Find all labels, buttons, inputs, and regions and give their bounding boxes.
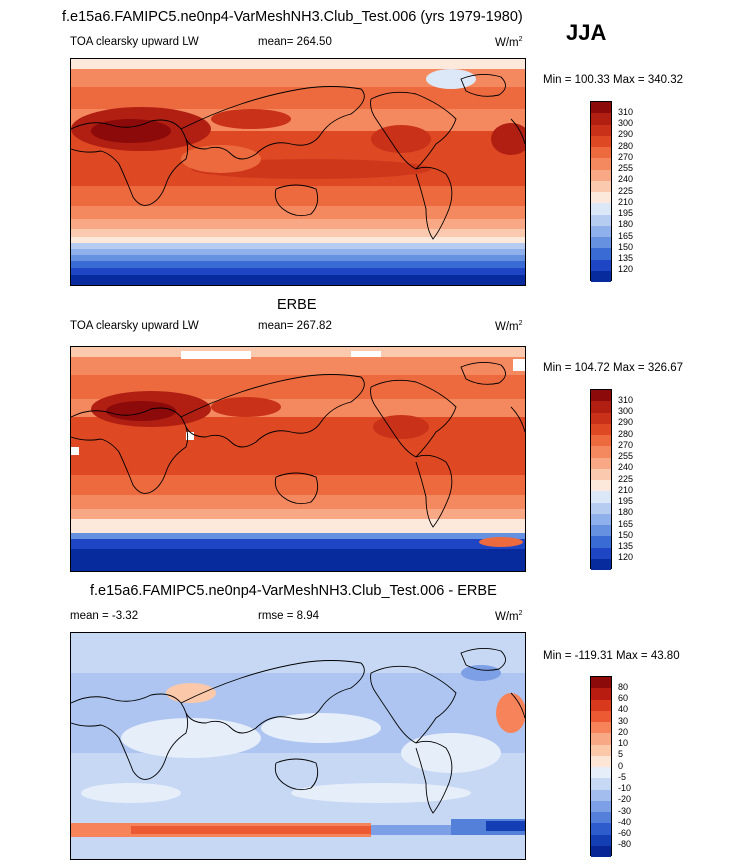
panel3-rmse-label: rmse = 8.94 xyxy=(258,610,320,622)
colorbar-tick: -60 xyxy=(618,828,632,838)
colorbar-tick: 290 xyxy=(618,129,634,139)
colorbar-tick: -20 xyxy=(618,794,632,804)
panel1-map xyxy=(70,58,526,286)
panel2-title: ERBE xyxy=(277,297,317,313)
colorbar-tick: 270 xyxy=(618,152,634,162)
colorbar-tick: 225 xyxy=(618,186,634,196)
colorbar-tick: 255 xyxy=(618,451,634,461)
colorbar-tick: 195 xyxy=(618,208,634,218)
colorbar-tick: 270 xyxy=(618,440,634,450)
colorbar-tick: 165 xyxy=(618,231,634,241)
colorbar-tick: 120 xyxy=(618,264,634,274)
colorbar-tick: 40 xyxy=(618,704,629,714)
colorbar-tick: 310 xyxy=(618,395,634,405)
panel2-colorbar xyxy=(590,389,612,570)
panel3-colorbar xyxy=(590,676,612,857)
colorbar-tick: 240 xyxy=(618,174,634,184)
colorbar-tick: 255 xyxy=(618,163,634,173)
panel2-map xyxy=(70,346,526,572)
colorbar-tick: 195 xyxy=(618,496,634,506)
colorbar-tick: 210 xyxy=(618,197,634,207)
colorbar-tick: 290 xyxy=(618,417,634,427)
panel3-mean-label: mean = -3.32 xyxy=(70,610,139,622)
panel1-minmax-label: Min = 100.33 Max = 340.32 xyxy=(543,74,684,86)
colorbar-tick: 225 xyxy=(618,474,634,484)
panel3-units-label: W/m2 xyxy=(495,610,523,623)
panel3-map xyxy=(70,632,526,860)
figure-title: f.e15a6.FAMIPC5.ne0np4-VarMeshNH3.Club_T… xyxy=(62,9,523,25)
colorbar-tick: -40 xyxy=(618,817,632,827)
colorbar-tick: 180 xyxy=(618,219,634,229)
panel3-title: f.e15a6.FAMIPC5.ne0np4-VarMeshNH3.Club_T… xyxy=(90,583,497,599)
season-label: JJA xyxy=(566,20,607,45)
colorbar-tick: 240 xyxy=(618,462,634,472)
colorbar-tick: 280 xyxy=(618,141,634,151)
colorbar-tick: 80 xyxy=(618,682,629,692)
colorbar-tick: -30 xyxy=(618,806,632,816)
colorbar-tick: -10 xyxy=(618,783,632,793)
colorbar-tick: 135 xyxy=(618,253,634,263)
colorbar-tick: 300 xyxy=(618,118,634,128)
colorbar-tick: 300 xyxy=(618,406,634,416)
colorbar-tick: 60 xyxy=(618,693,629,703)
colorbar-tick: -80 xyxy=(618,839,632,849)
colorbar-tick: 210 xyxy=(618,485,634,495)
panel1-mean-label: mean= 264.50 xyxy=(258,36,332,48)
colorbar-tick: 280 xyxy=(618,429,634,439)
colorbar-tick: -5 xyxy=(618,772,627,782)
panel2-variable-label: TOA clearsky upward LW xyxy=(70,320,199,332)
colorbar-tick: 135 xyxy=(618,541,634,551)
colorbar-tick: 10 xyxy=(618,738,629,748)
colorbar-tick: 180 xyxy=(618,507,634,517)
colorbar-tick: 165 xyxy=(618,519,634,529)
colorbar-tick: 20 xyxy=(618,727,629,737)
panel3-minmax-label: Min = -119.31 Max = 43.80 xyxy=(543,650,680,662)
colorbar-tick: 150 xyxy=(618,530,634,540)
colorbar-tick: 0 xyxy=(618,761,624,771)
panel1-variable-label: TOA clearsky upward LW xyxy=(70,36,199,48)
colorbar-tick: 30 xyxy=(618,716,629,726)
colorbar-tick: 310 xyxy=(618,107,634,117)
panel1-units-label: W/m2 xyxy=(495,36,523,49)
panel1-colorbar xyxy=(590,101,612,282)
colorbar-tick: 5 xyxy=(618,749,624,759)
colorbar-tick: 120 xyxy=(618,552,634,562)
panel2-minmax-label: Min = 104.72 Max = 326.67 xyxy=(543,362,684,374)
colorbar-tick: 150 xyxy=(618,242,634,252)
panel2-mean-label: mean= 267.82 xyxy=(258,320,332,332)
panel2-units-label: W/m2 xyxy=(495,320,523,333)
